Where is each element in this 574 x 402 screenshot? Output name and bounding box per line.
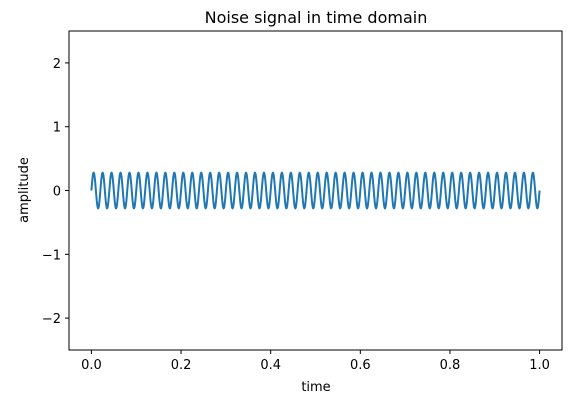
x-tick-label: 0.2 <box>171 358 192 373</box>
series-line-noise-signal <box>90 171 541 210</box>
y-tick-label: 2 <box>53 57 61 72</box>
y-tick-label: 1 <box>53 121 61 136</box>
chart-title: Noise signal in time domain <box>205 8 428 27</box>
y-tick-label: −2 <box>42 312 61 327</box>
x-tick-label: 0.6 <box>350 358 371 373</box>
x-tick-label: 0.4 <box>260 358 281 373</box>
y-axis-ticks: −2 −1 0 1 2 <box>42 57 69 327</box>
x-axis-ticks: 0.0 0.2 0.4 0.6 0.8 1.0 <box>81 350 550 373</box>
x-axis-label: time <box>301 380 330 395</box>
y-tick-label: −1 <box>42 248 61 263</box>
x-tick-label: 0.8 <box>440 358 461 373</box>
y-tick-label: 0 <box>53 185 61 200</box>
x-tick-label: 0.0 <box>81 358 102 373</box>
x-tick-label: 1.0 <box>529 358 550 373</box>
plot-area <box>68 30 563 351</box>
y-axis-label: amplitude <box>17 157 32 223</box>
